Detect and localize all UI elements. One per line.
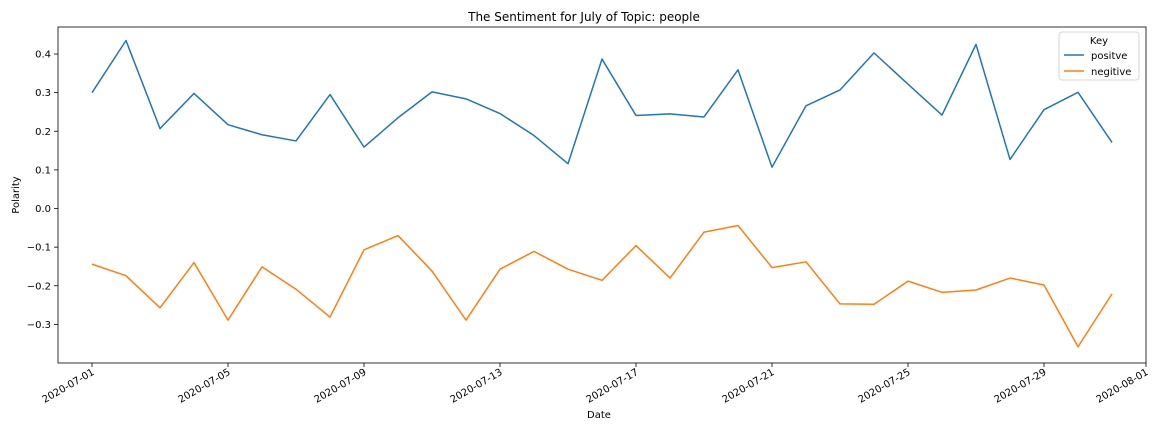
y-tick-label: −0.3	[27, 320, 51, 331]
x-tick-label: 2020-08-01	[1095, 367, 1151, 406]
legend-title: Key	[1090, 36, 1108, 47]
x-axis-label: Date	[587, 410, 611, 421]
x-tick-label: 2020-07-09	[313, 367, 369, 406]
y-tick-label: 0.2	[35, 127, 51, 138]
legend-entry-positve: positve	[1091, 51, 1127, 62]
y-tick-label: 0.0	[35, 204, 51, 215]
x-tick-label: 2020-07-13	[449, 367, 505, 406]
series-layer	[91, 39, 1113, 348]
series-line-positve	[91, 39, 1113, 168]
x-tick-label: 2020-07-01	[41, 367, 97, 406]
plot-area	[57, 26, 1147, 364]
y-tick-label: −0.1	[27, 243, 51, 254]
legend-entry-negitive: negitive	[1091, 67, 1131, 78]
y-axis-label: Polarity	[11, 176, 22, 214]
x-axis: 2020-07-01 2020-07-05 2020-07-09 2020-07-13…	[41, 363, 1151, 406]
x-tick-label: 2020-07-21	[721, 367, 777, 406]
x-tick-label: 2020-07-29	[993, 367, 1049, 406]
chart-title: The Sentiment for July of Topic: people	[467, 10, 700, 24]
y-tick-label: 0.4	[35, 50, 51, 61]
series-line-negitive	[91, 224, 1113, 348]
legend-box	[1058, 31, 1140, 81]
y-tick-label: 0.3	[35, 88, 51, 99]
x-tick-label: 2020-07-05	[177, 367, 233, 406]
y-tick-label: −0.2	[27, 281, 51, 292]
x-tick-label: 2020-07-17	[585, 367, 641, 406]
x-tick-label: 2020-07-25	[857, 367, 913, 406]
plot-frame	[57, 26, 1147, 364]
legend: Key positve negitive	[1058, 31, 1140, 81]
y-axis: 0.4 0.3 0.2 0.1 0.0 −0.1 −0.2 −0.3	[27, 50, 58, 331]
y-tick-label: 0.1	[35, 165, 51, 176]
